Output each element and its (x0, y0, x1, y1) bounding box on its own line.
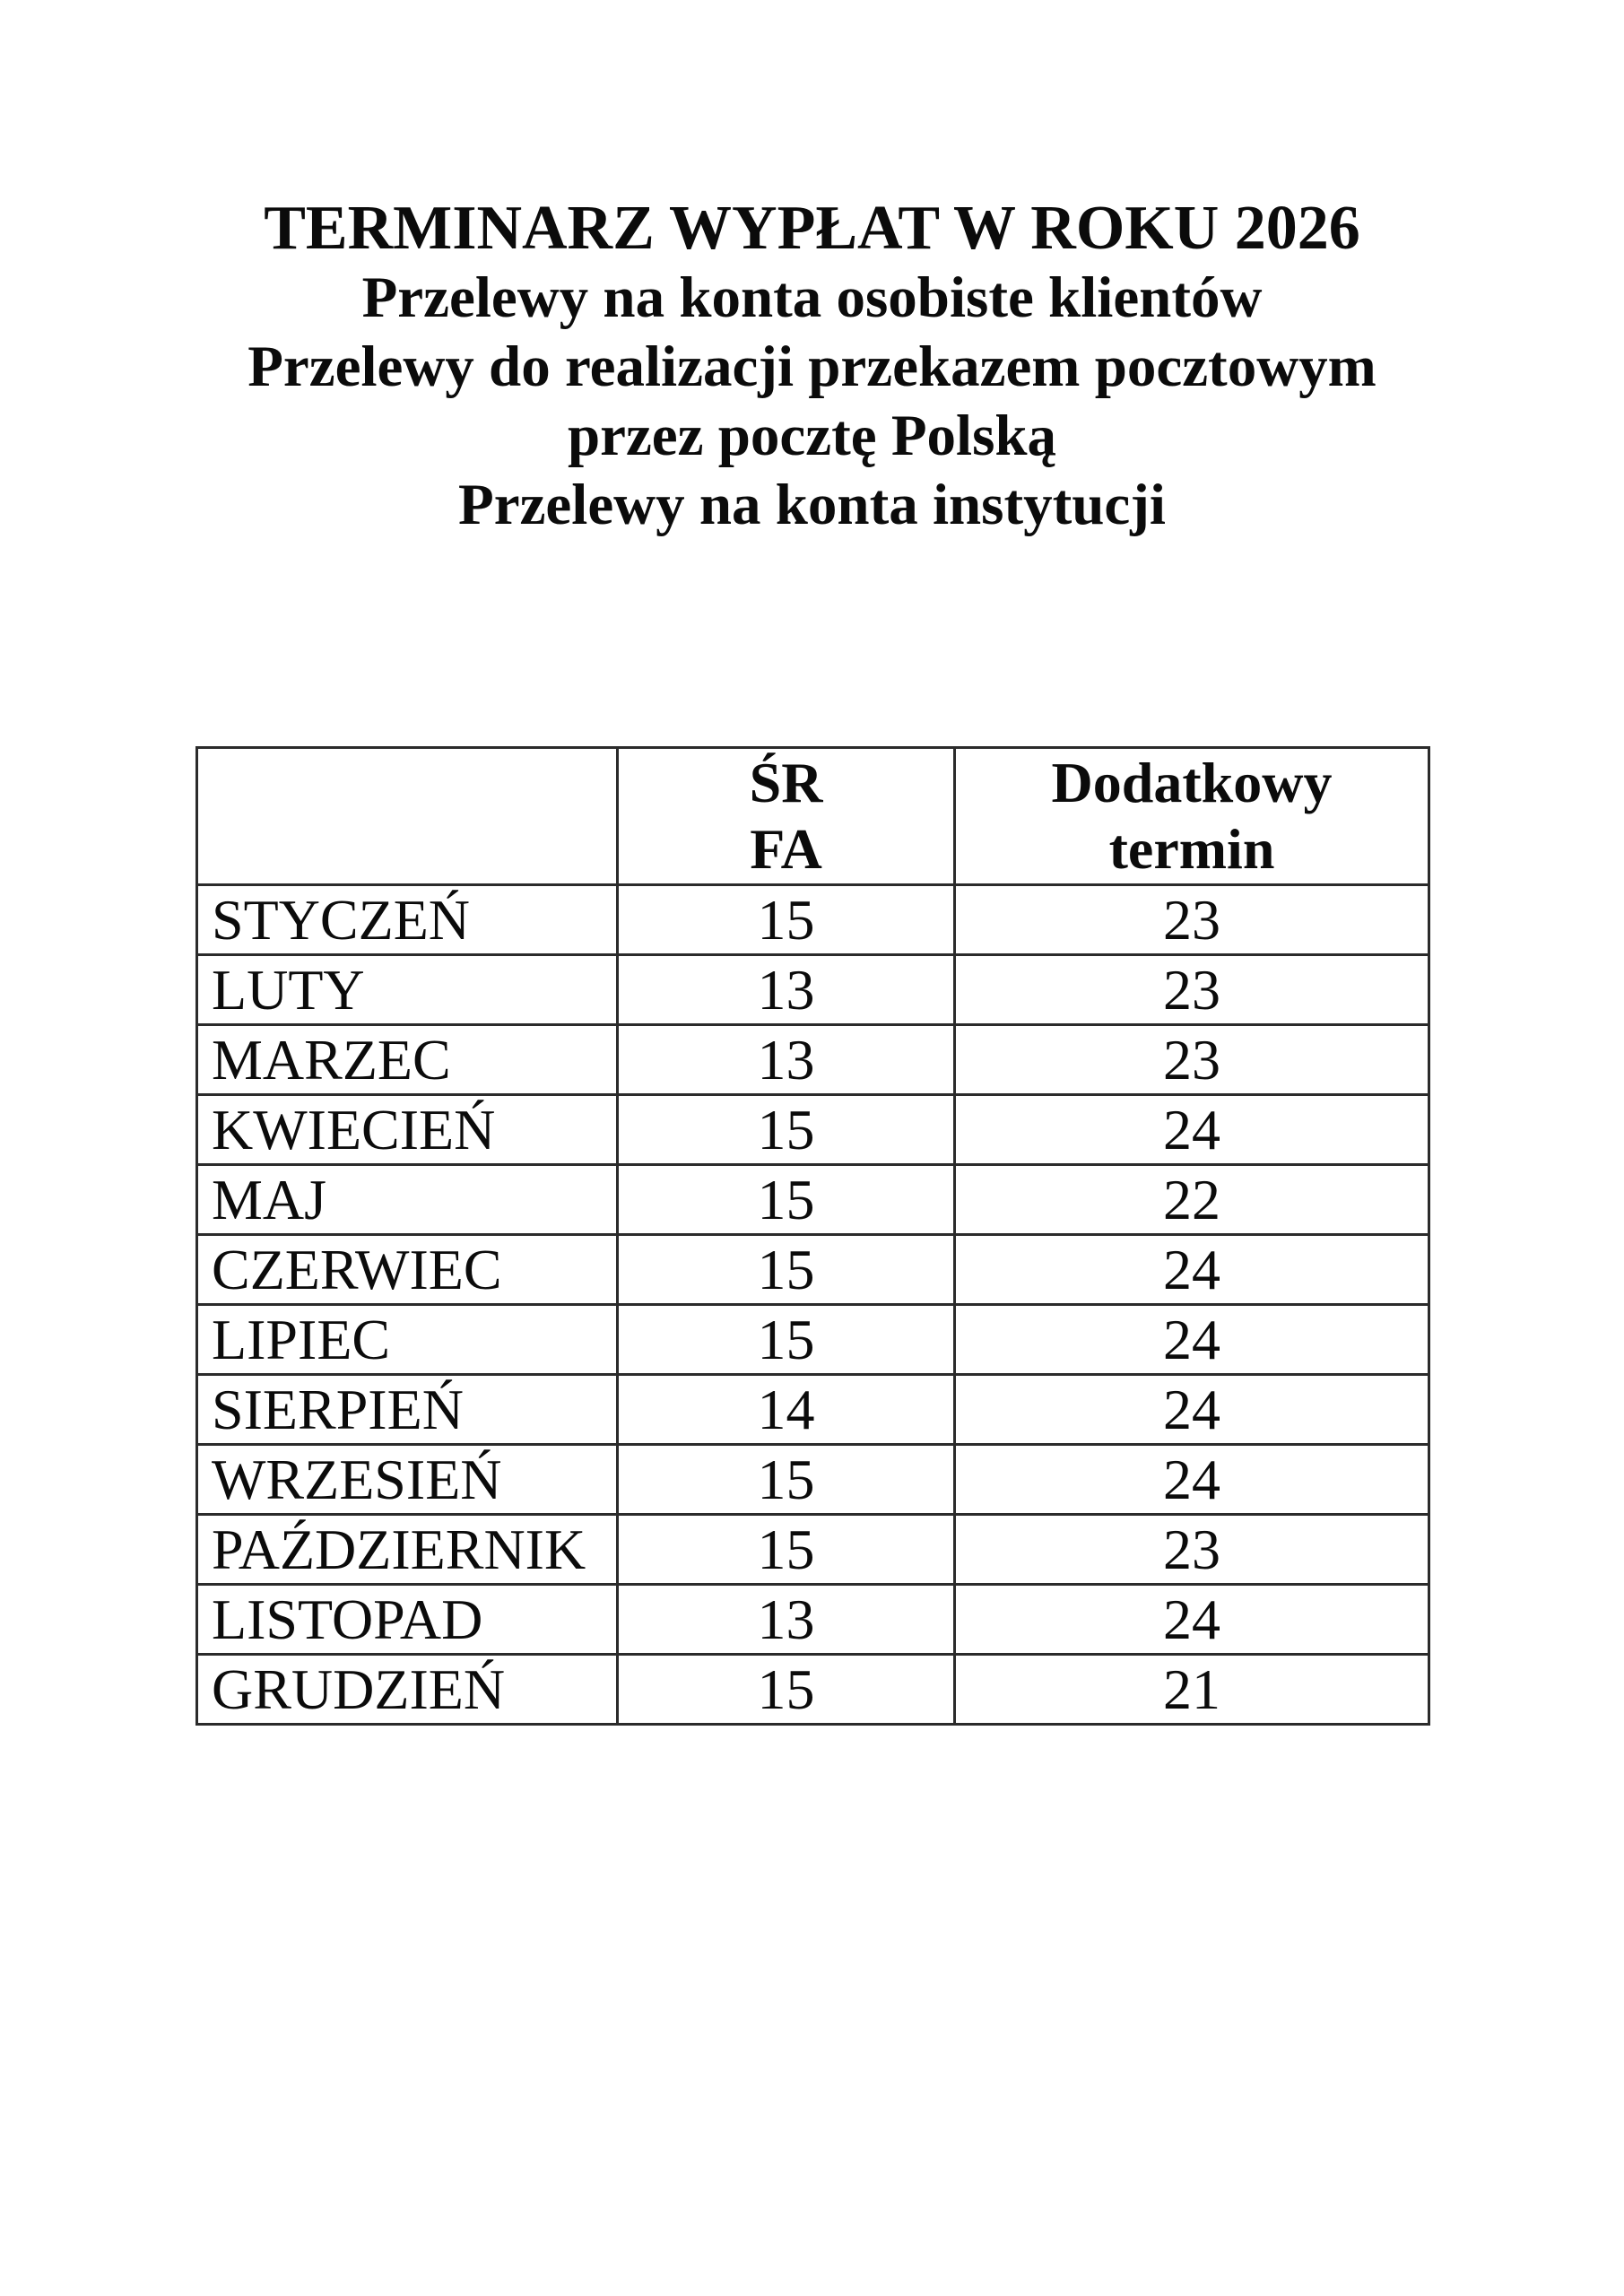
subtitle-line-3: przez pocztę Polską (567, 404, 1057, 468)
table-row: GRUDZIEŃ 15 21 (195, 1653, 1430, 1726)
month-cell: SIERPIEŃ (195, 1373, 619, 1446)
dodatkowy-termin-cell: 21 (953, 1653, 1430, 1726)
month-cell: KWIECIEŃ (195, 1093, 619, 1166)
subtitle-line-4: Przelewy na konta instytucji (458, 473, 1166, 537)
table-row: MAJ 15 22 (195, 1163, 1430, 1236)
dodatkowy-termin-cell: 23 (953, 1023, 1430, 1096)
table-row: STYCZEŃ 15 23 (195, 883, 1430, 956)
sr-fa-cell: 13 (616, 1023, 956, 1096)
dodatkowy-termin-cell: 23 (953, 953, 1430, 1026)
dodatkowy-termin-cell: 22 (953, 1163, 1430, 1236)
month-cell: LISTOPAD (195, 1583, 619, 1656)
month-cell: PAŹDZIERNIK (195, 1513, 619, 1586)
table-row: KWIECIEŃ 15 24 (195, 1093, 1430, 1166)
sr-fa-cell: 15 (616, 1653, 956, 1726)
dodatkowy-termin-cell: 23 (953, 1513, 1430, 1586)
header-termin-label: termin (1108, 817, 1275, 881)
sr-fa-cell: 15 (616, 1303, 956, 1376)
payment-schedule-table: ŚR FA Dodatkowy termin STYCZEŃ 15 23 LUT… (195, 746, 1430, 1726)
subtitle-line-2: Przelewy do realizacji przekazem pocztow… (248, 335, 1376, 399)
table-header-row: ŚR FA Dodatkowy termin (195, 746, 1430, 886)
dodatkowy-termin-cell: 24 (953, 1583, 1430, 1656)
table-row: MARZEC 13 23 (195, 1023, 1430, 1096)
dodatkowy-termin-cell: 24 (953, 1373, 1430, 1446)
sr-fa-cell: 13 (616, 1583, 956, 1656)
dodatkowy-termin-cell: 24 (953, 1443, 1430, 1516)
header-month-cell (195, 746, 619, 886)
sr-fa-cell: 15 (616, 1163, 956, 1236)
table-row: WRZESIEŃ 15 24 (195, 1443, 1430, 1516)
document-title: TERMINARZ WYPŁAT W ROKU 2026 (264, 194, 1360, 263)
dodatkowy-termin-cell: 23 (953, 883, 1430, 956)
month-cell: LUTY (195, 953, 619, 1026)
sr-fa-cell: 15 (616, 883, 956, 956)
table-row: LUTY 13 23 (195, 953, 1430, 1026)
sr-fa-cell: 14 (616, 1373, 956, 1446)
table-row: LISTOPAD 13 24 (195, 1583, 1430, 1656)
month-cell: MARZEC (195, 1023, 619, 1096)
header-dodatkowy-label: Dodatkowy (1051, 751, 1333, 814)
month-cell: LIPIEC (195, 1303, 619, 1376)
month-cell: GRUDZIEŃ (195, 1653, 619, 1726)
dodatkowy-termin-cell: 24 (953, 1303, 1430, 1376)
table-row: SIERPIEŃ 14 24 (195, 1373, 1430, 1446)
month-cell: MAJ (195, 1163, 619, 1236)
month-cell: WRZESIEŃ (195, 1443, 619, 1516)
month-cell: CZERWIEC (195, 1233, 619, 1306)
table-row: PAŹDZIERNIK 15 23 (195, 1513, 1430, 1586)
sr-fa-cell: 15 (616, 1093, 956, 1166)
sr-fa-cell: 13 (616, 953, 956, 1026)
dodatkowy-termin-cell: 24 (953, 1093, 1430, 1166)
table-row: CZERWIEC 15 24 (195, 1233, 1430, 1306)
header-sr-label: ŚR (749, 751, 823, 814)
sr-fa-cell: 15 (616, 1443, 956, 1516)
header-sr-fa-cell: ŚR FA (616, 746, 956, 886)
subtitle-line-1: Przelewy na konta osobiste klientów (361, 265, 1263, 330)
header-fa-label: FA (750, 817, 822, 881)
dodatkowy-termin-cell: 24 (953, 1233, 1430, 1306)
document-title-block: TERMINARZ WYPŁAT W ROKU 2026 Przelewy na… (0, 194, 1624, 540)
header-dodatkowy-termin-cell: Dodatkowy termin (953, 746, 1430, 886)
month-cell: STYCZEŃ (195, 883, 619, 956)
sr-fa-cell: 15 (616, 1513, 956, 1586)
table-row: LIPIEC 15 24 (195, 1303, 1430, 1376)
sr-fa-cell: 15 (616, 1233, 956, 1306)
